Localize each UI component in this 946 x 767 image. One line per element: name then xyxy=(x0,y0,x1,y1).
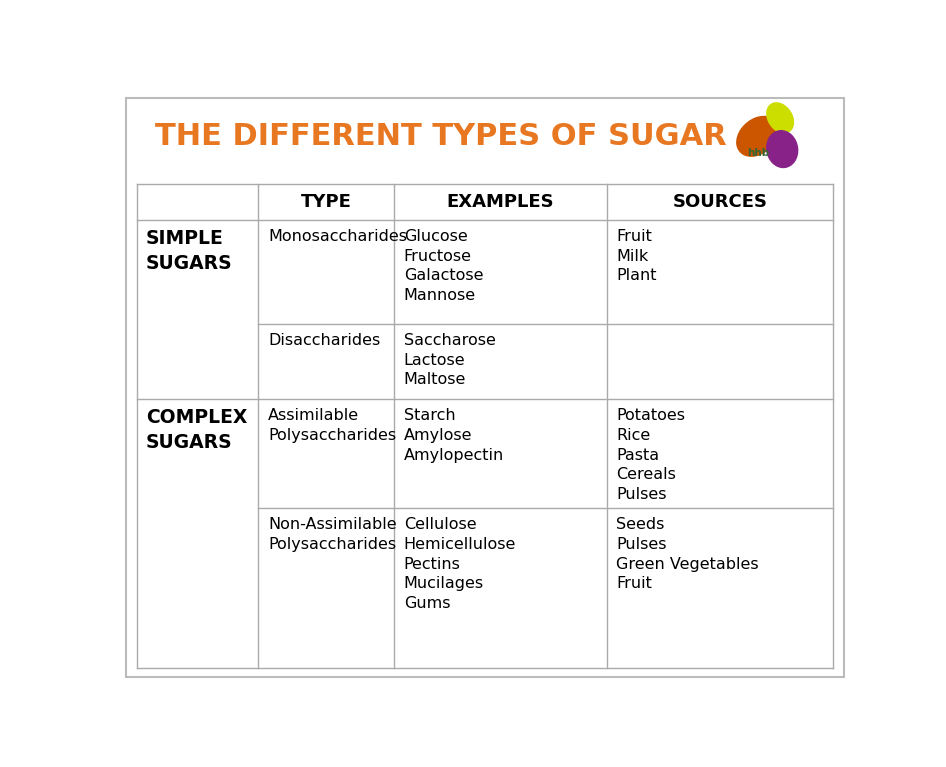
Text: Cellulose
Hemicellulose
Pectins
Mucilages
Gums: Cellulose Hemicellulose Pectins Mucilage… xyxy=(404,517,517,611)
Text: Assimilable
Polysaccharides: Assimilable Polysaccharides xyxy=(268,408,396,443)
Text: SIMPLE
SUGARS: SIMPLE SUGARS xyxy=(146,229,233,273)
Ellipse shape xyxy=(767,103,794,133)
Text: Disaccharides: Disaccharides xyxy=(268,333,380,348)
Text: Monosaccharides: Monosaccharides xyxy=(268,229,407,244)
Text: TYPE: TYPE xyxy=(301,193,352,211)
Text: COMPLEX
SUGARS: COMPLEX SUGARS xyxy=(146,408,248,452)
Ellipse shape xyxy=(766,130,797,167)
Ellipse shape xyxy=(737,117,779,156)
Text: EXAMPLES: EXAMPLES xyxy=(447,193,554,211)
Text: SOURCES: SOURCES xyxy=(673,193,767,211)
Text: THE DIFFERENT TYPES OF SUGAR: THE DIFFERENT TYPES OF SUGAR xyxy=(155,122,727,151)
Text: Saccharose
Lactose
Maltose: Saccharose Lactose Maltose xyxy=(404,333,496,387)
Text: Starch
Amylose
Amylopectin: Starch Amylose Amylopectin xyxy=(404,408,504,463)
Text: hhb: hhb xyxy=(747,148,769,158)
Text: Glucose
Fructose
Galactose
Mannose: Glucose Fructose Galactose Mannose xyxy=(404,229,483,303)
Text: Seeds
Pulses
Green Vegetables
Fruit: Seeds Pulses Green Vegetables Fruit xyxy=(616,517,759,591)
Text: Potatoes
Rice
Pasta
Cereals
Pulses: Potatoes Rice Pasta Cereals Pulses xyxy=(616,408,685,502)
Text: Non-Assimilable
Polysaccharides: Non-Assimilable Polysaccharides xyxy=(268,517,396,551)
FancyBboxPatch shape xyxy=(126,98,844,676)
Text: Fruit
Milk
Plant: Fruit Milk Plant xyxy=(616,229,657,283)
